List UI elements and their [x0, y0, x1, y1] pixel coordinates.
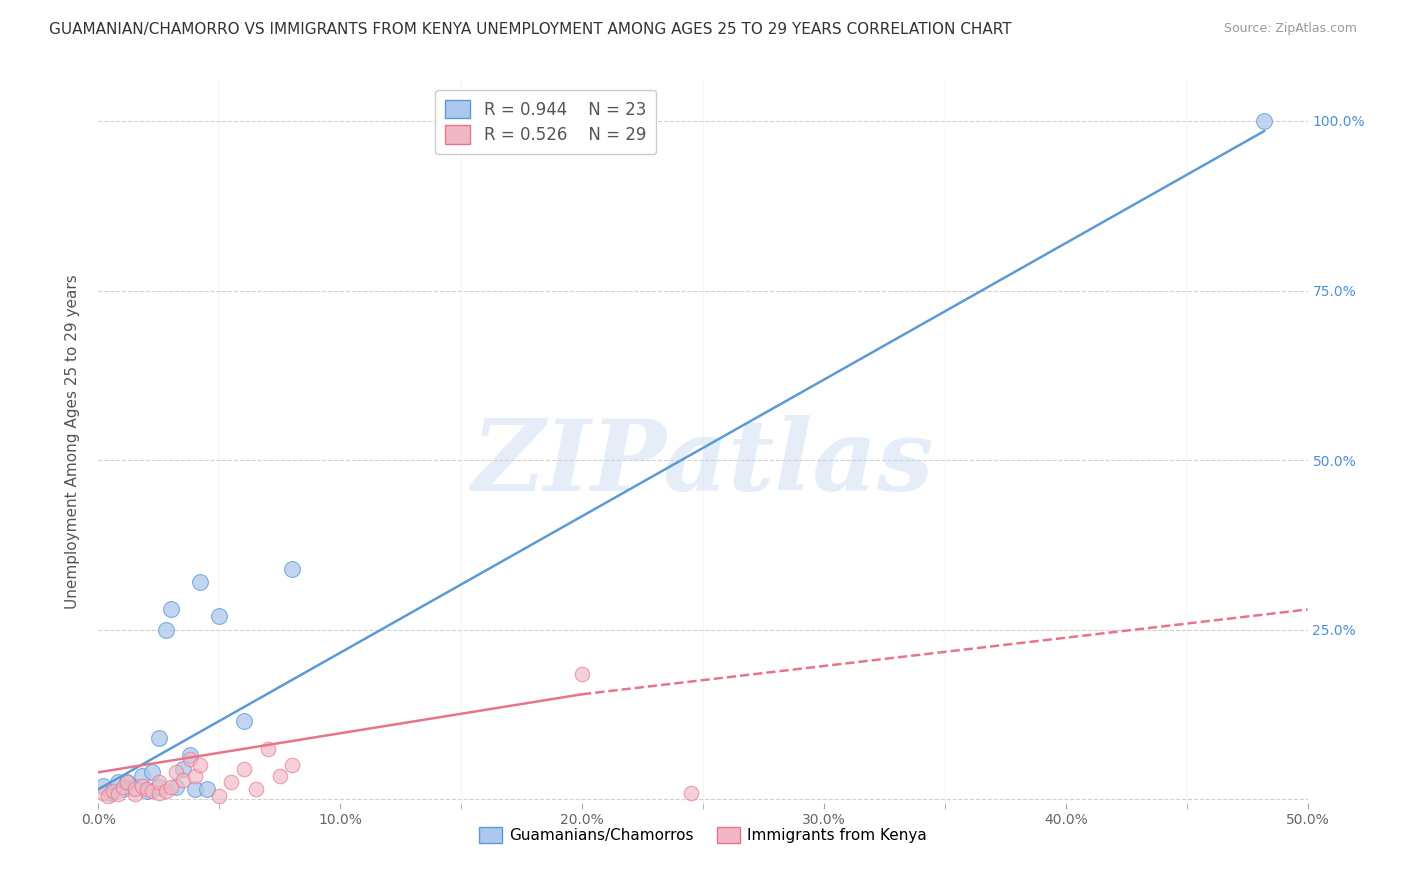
- Point: [232, 714, 254, 729]
- Point: [1253, 114, 1275, 128]
- Point: [172, 773, 194, 788]
- Point: [281, 758, 304, 772]
- Point: [117, 775, 139, 789]
- Point: [131, 769, 153, 783]
- Point: [256, 741, 278, 756]
- Point: [111, 782, 134, 797]
- Point: [91, 779, 114, 793]
- Point: [232, 762, 254, 776]
- Point: [135, 784, 157, 798]
- Point: [101, 784, 124, 798]
- Point: [148, 731, 170, 746]
- Point: [165, 765, 187, 780]
- Point: [269, 769, 291, 783]
- Point: [148, 780, 170, 795]
- Point: [281, 562, 304, 576]
- Point: [148, 775, 170, 789]
- Point: [172, 762, 194, 776]
- Point: [141, 784, 163, 798]
- Point: [188, 758, 211, 772]
- Point: [160, 602, 183, 616]
- Point: [221, 775, 243, 789]
- Point: [679, 786, 702, 800]
- Point: [97, 789, 120, 803]
- Point: [131, 779, 153, 793]
- Point: [124, 780, 146, 795]
- Point: [155, 784, 177, 798]
- Y-axis label: Unemployment Among Ages 25 to 29 years: Unemployment Among Ages 25 to 29 years: [65, 274, 80, 609]
- Text: ZIPatlas: ZIPatlas: [472, 415, 934, 511]
- Point: [179, 748, 201, 763]
- Point: [124, 787, 146, 801]
- Point: [107, 775, 129, 789]
- Point: [179, 752, 201, 766]
- Point: [165, 780, 187, 795]
- Point: [91, 786, 114, 800]
- Point: [571, 666, 593, 681]
- Point: [100, 786, 122, 800]
- Point: [188, 575, 211, 590]
- Point: [208, 789, 231, 803]
- Point: [111, 780, 134, 795]
- Point: [184, 782, 207, 797]
- Point: [160, 780, 183, 795]
- Point: [208, 609, 231, 624]
- Legend: Guamanians/Chamorros, Immigrants from Kenya: Guamanians/Chamorros, Immigrants from Ke…: [472, 822, 934, 849]
- Text: Source: ZipAtlas.com: Source: ZipAtlas.com: [1223, 22, 1357, 36]
- Point: [195, 782, 218, 797]
- Point: [124, 782, 146, 797]
- Point: [184, 769, 207, 783]
- Point: [107, 787, 129, 801]
- Point: [245, 782, 267, 797]
- Point: [135, 782, 157, 797]
- Point: [141, 765, 163, 780]
- Text: GUAMANIAN/CHAMORRO VS IMMIGRANTS FROM KENYA UNEMPLOYMENT AMONG AGES 25 TO 29 YEA: GUAMANIAN/CHAMORRO VS IMMIGRANTS FROM KE…: [49, 22, 1012, 37]
- Point: [148, 786, 170, 800]
- Point: [155, 623, 177, 637]
- Point: [117, 775, 139, 789]
